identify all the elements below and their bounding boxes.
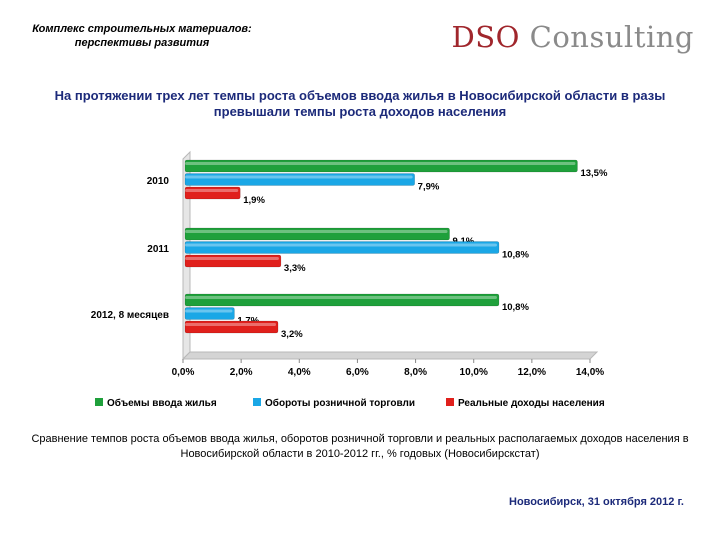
bar-highlight xyxy=(185,230,448,233)
presentation-subtitle: Комплекс строительных материалов: перспе… xyxy=(32,23,252,49)
x-tick-label: 10,0% xyxy=(460,367,488,378)
legend-label: Обороты розничной торговли xyxy=(265,397,415,409)
legend-label: Объемы ввода жилья xyxy=(107,397,217,409)
bar-retail xyxy=(184,307,235,320)
bar-highlight xyxy=(185,257,279,260)
x-tick-label: 12,0% xyxy=(518,367,546,378)
x-tick-label: 0,0% xyxy=(172,367,195,378)
category-label: 2010 xyxy=(147,176,170,187)
bar-highlight xyxy=(185,309,233,313)
data-label: 10,8% xyxy=(502,250,529,261)
data-label: 13,5% xyxy=(580,168,607,179)
legend-label: Реальные доходы населения xyxy=(458,398,605,409)
bar-housing xyxy=(184,159,578,173)
bar-highlight xyxy=(185,323,277,326)
data-label: 10,8% xyxy=(502,302,529,313)
legend-swatch xyxy=(446,398,454,406)
x-tick-label: 8,0% xyxy=(404,367,427,378)
data-label: 3,2% xyxy=(281,329,303,340)
category-label: 2011 xyxy=(147,244,169,255)
data-label: 1,9% xyxy=(243,195,265,206)
brand-logo-consulting: Consulting xyxy=(529,20,694,54)
chart-floor xyxy=(181,351,599,360)
bar-highlight xyxy=(185,189,239,192)
bar-highlight xyxy=(185,243,497,247)
legend-swatch xyxy=(95,398,103,406)
bar-highlight xyxy=(185,162,576,165)
bar-highlight xyxy=(185,175,413,179)
bar-retail xyxy=(184,173,415,186)
legend-swatch xyxy=(253,398,261,406)
bar-income xyxy=(184,254,282,268)
bar-housing xyxy=(184,227,450,241)
x-tick-label: 4,0% xyxy=(288,367,311,378)
bar-housing xyxy=(184,293,500,307)
bar-income xyxy=(184,186,241,200)
footer-date: Новосибирск, 31 октября 2012 г. xyxy=(509,496,684,508)
data-label: 3,3% xyxy=(284,263,306,274)
x-tick-label: 14,0% xyxy=(576,367,604,378)
x-tick-label: 2,0% xyxy=(230,367,253,378)
data-label: 7,9% xyxy=(418,182,440,193)
bar-highlight xyxy=(185,296,497,299)
slide-title: На протяжении трех лет темпы роста объем… xyxy=(54,88,666,119)
x-tick-label: 6,0% xyxy=(346,367,369,378)
brand-logo: DSO Consulting xyxy=(452,20,694,54)
bar-chart: 0,0% 2,0% 4,0% 6,0% 8,0% 10,0% 12,0% 14,0% 2010 1… xyxy=(91,150,608,409)
brand-logo-dso: DSO xyxy=(451,20,520,54)
bar-retail xyxy=(184,241,500,254)
category-label: 2012, 8 месяцев xyxy=(91,310,169,321)
chart-caption: Сравнение темпов роста объемов ввода жил… xyxy=(31,433,689,460)
bar-income xyxy=(184,320,279,334)
